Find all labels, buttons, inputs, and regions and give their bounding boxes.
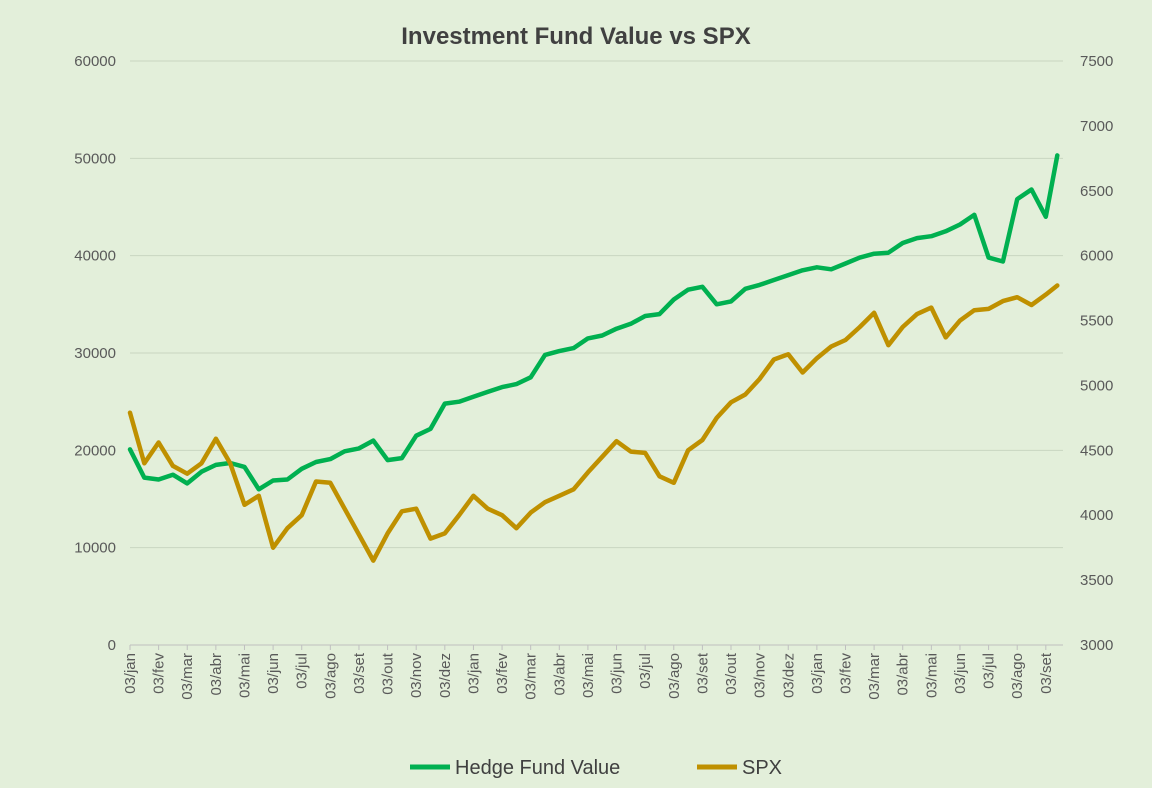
series-line-hedge-fund — [127, 153, 1060, 492]
x-tick-label: 03/jul — [637, 653, 654, 689]
right-tick-label: 5000 — [1080, 377, 1113, 394]
legend-label: Hedge Fund Value — [455, 757, 620, 779]
legend-label: SPX — [742, 757, 782, 779]
x-tick-label: 03/mai — [923, 653, 940, 698]
right-tick-label: 7500 — [1080, 53, 1113, 70]
right-axis-ticks: 3000 3500 4000 4500 5000 5500 6000 6500 7000 7500 — [1080, 53, 1113, 654]
right-tick-label: 3000 — [1080, 637, 1113, 654]
x-tick-label: 03/jul — [981, 653, 998, 689]
x-tick-label: 03/out — [380, 652, 397, 695]
x-axis-ticks: 03/jan 03/fev 03/mar 03/abr 03/mai 03/jun 03/j… — [122, 645, 1055, 700]
x-tick-label: 03/abr — [208, 653, 225, 696]
x-tick-label: 03/set — [1038, 652, 1055, 694]
legend: Hedge Fund Value SPX — [410, 757, 782, 779]
left-axis-ticks: 0 10000 20000 30000 40000 50000 60000 — [74, 53, 116, 654]
x-tick-label: 03/dez — [437, 653, 454, 698]
x-tick-label: 03/jan — [122, 653, 139, 694]
series-lines — [127, 153, 1060, 563]
x-tick-label: 03/dez — [780, 653, 797, 698]
x-tick-label: 03/jul — [294, 653, 311, 689]
x-tick-label: 03/set — [351, 652, 368, 694]
left-tick-label: 50000 — [74, 150, 116, 167]
right-tick-label: 3500 — [1080, 572, 1113, 589]
right-tick-label: 4500 — [1080, 442, 1113, 459]
x-tick-label: 03/jun — [609, 653, 626, 694]
x-tick-label: 03/fev — [837, 653, 854, 694]
x-tick-label: 03/nov — [408, 653, 425, 699]
right-tick-label: 6000 — [1080, 248, 1113, 265]
chart-title: Investment Fund Value vs SPX — [401, 23, 750, 50]
right-tick-label: 7000 — [1080, 118, 1113, 135]
x-tick-label: 03/nov — [752, 653, 769, 699]
x-tick-label: 03/ago — [666, 653, 683, 699]
x-tick-label: 03/out — [723, 652, 740, 695]
left-tick-label: 20000 — [74, 442, 116, 459]
x-tick-label: 03/mai — [580, 653, 597, 698]
x-tick-label: 03/abr — [551, 653, 568, 696]
x-tick-label: 03/jan — [465, 653, 482, 694]
x-tick-label: 03/mar — [523, 653, 540, 700]
x-tick-label: 03/jan — [809, 653, 826, 694]
x-tick-label: 03/mar — [866, 653, 883, 700]
left-tick-label: 40000 — [74, 248, 116, 265]
gridlines — [130, 60, 1063, 646]
left-tick-label: 60000 — [74, 53, 116, 70]
right-tick-label: 6500 — [1080, 183, 1113, 200]
left-tick-label: 10000 — [74, 540, 116, 557]
x-tick-label: 03/jun — [265, 653, 282, 694]
x-tick-label: 03/fev — [494, 653, 511, 694]
series-line-spx — [127, 283, 1060, 563]
x-tick-label: 03/mai — [236, 653, 253, 698]
x-tick-label: 03/ago — [1009, 653, 1026, 699]
right-tick-label: 4000 — [1080, 507, 1113, 524]
left-tick-label: 30000 — [74, 345, 116, 362]
x-tick-label: 03/jun — [952, 653, 969, 694]
x-tick-label: 03/set — [694, 652, 711, 694]
x-tick-label: 03/ago — [322, 653, 339, 699]
x-tick-label: 03/fev — [151, 653, 168, 694]
left-tick-label: 0 — [108, 637, 116, 654]
x-tick-label: 03/abr — [895, 653, 912, 696]
right-tick-label: 5500 — [1080, 313, 1113, 330]
x-tick-label: 03/mar — [179, 653, 196, 700]
